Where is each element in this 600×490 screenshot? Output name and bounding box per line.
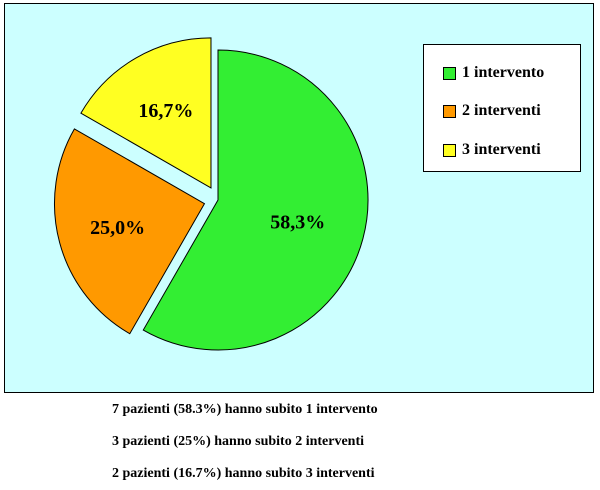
legend-item-3-interventi: 3 interventi (443, 140, 541, 160)
legend-item-2-interventi: 2 interventi (443, 101, 541, 121)
pie-chart: 58,3% 25,0% 16,7% (53, 37, 369, 351)
legend-swatch-3-interventi (443, 143, 456, 157)
note-line-1: 7 pazienti (58.3%) hanno subito 1 interv… (112, 402, 378, 417)
slice-label-3-interventi: 16,7% (138, 100, 193, 122)
legend-label: 2 interventi (462, 102, 541, 119)
legend: 1 intervento 2 interventi 3 interventi (423, 44, 581, 172)
pie-slice-2-interventi (53, 128, 206, 335)
slice-label-2-interventi: 25,0% (90, 217, 145, 239)
legend-swatch-1-intervento (443, 66, 456, 80)
pie-slice-3-interventi (80, 37, 212, 189)
note-line-2: 3 pazienti (25%) hanno subito 2 interven… (112, 434, 365, 449)
legend-label: 3 interventi (462, 141, 541, 158)
note-line-3: 2 pazienti (16.7%) hanno subito 3 interv… (112, 466, 375, 481)
chart-panel: 58,3% 25,0% 16,7% 1 intervento 2 intervent… (4, 3, 594, 393)
slice-label-1-intervento: 58,3% (270, 211, 325, 233)
pie-slice-1-intervento (142, 49, 369, 351)
legend-label: 1 intervento (462, 64, 545, 81)
legend-swatch-2-interventi (443, 104, 456, 118)
legend-item-1-intervento: 1 intervento (443, 63, 544, 83)
